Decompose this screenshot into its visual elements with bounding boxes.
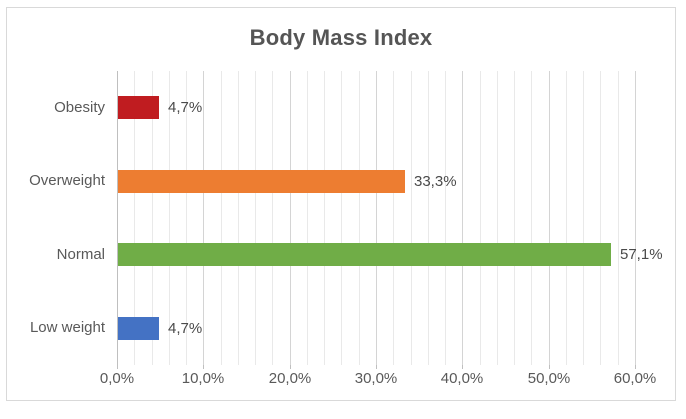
gridline-minor (134, 71, 135, 365)
value-axis-tick (290, 365, 291, 369)
gridline-major (635, 71, 636, 365)
category-axis-line (117, 71, 118, 365)
bar-value-label: 33,3% (414, 173, 457, 190)
chart-title: Body Mass Index (249, 25, 433, 50)
gridline-minor (221, 71, 222, 365)
value-axis-tick (117, 365, 118, 369)
x-tick-label: 30,0% (354, 370, 398, 387)
bar-overweight (118, 170, 405, 193)
gridline-minor (531, 71, 532, 365)
gridline-minor (341, 71, 342, 365)
gridline-minor (600, 71, 601, 365)
gridline-minor (152, 71, 153, 365)
x-tick-label: 0,0% (99, 370, 135, 387)
gridline-minor (428, 71, 429, 365)
bar-low-weight (118, 317, 159, 340)
gridline-minor (583, 71, 584, 365)
gridline-minor (618, 71, 619, 365)
gridline-minor (359, 71, 360, 365)
bar-obesity (118, 96, 159, 119)
category-axis-labels: Obesity Overweight Normal Low weight (0, 71, 105, 365)
value-axis-tick (549, 365, 550, 369)
value-axis-tick (635, 365, 636, 369)
gridline-minor (255, 71, 256, 365)
plot-area: 4,7% 33,3% 57,1% 4,7% (117, 71, 663, 369)
gridline-minor (480, 71, 481, 365)
bar-normal (118, 243, 611, 266)
gridline-major (376, 71, 377, 365)
gridline-major (549, 71, 550, 365)
value-axis-tick (203, 365, 204, 369)
gridline-minor (238, 71, 239, 365)
x-tick-label: 20,0% (268, 370, 312, 387)
x-tick-label: 10,0% (181, 370, 225, 387)
bar-value-label: 4,7% (168, 320, 203, 337)
gridline-minor (497, 71, 498, 365)
gridline-minor (514, 71, 515, 365)
gridline-major (203, 71, 204, 365)
gridline-minor (186, 71, 187, 365)
bar-value-label: 57,1% (620, 246, 663, 263)
category-label-overweight: Overweight (29, 172, 105, 189)
gridline-minor (393, 71, 394, 365)
x-tick-label: 50,0% (527, 370, 571, 387)
value-axis-tick (376, 365, 377, 369)
category-label-normal: Normal (56, 246, 105, 263)
value-axis-labels: 0,0% 10,0% 20,0% 30,0% 40,0% 50,0% 60,0% (0, 370, 686, 390)
category-label-low-weight: Low weight (29, 319, 105, 336)
gridline-major (462, 71, 463, 365)
gridline-minor (566, 71, 567, 365)
value-axis-tick (462, 365, 463, 369)
category-label-obesity: Obesity (54, 99, 105, 116)
gridline-minor (272, 71, 273, 365)
gridline-major (290, 71, 291, 365)
gridline-minor (445, 71, 446, 365)
gridline-minor (307, 71, 308, 365)
x-tick-label: 60,0% (613, 370, 657, 387)
x-tick-label: 40,0% (440, 370, 484, 387)
bar-value-label: 4,7% (168, 99, 203, 116)
gridline-minor (324, 71, 325, 365)
gridline-minor (411, 71, 412, 365)
gridline-minor (169, 71, 170, 365)
